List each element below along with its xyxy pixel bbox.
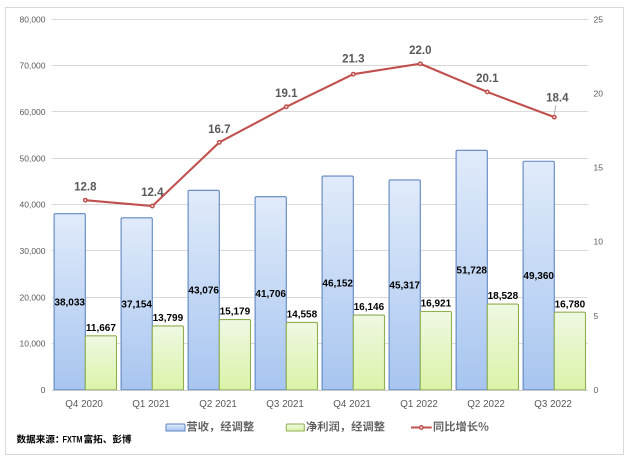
- svg-text:16,780: 16,780: [555, 299, 586, 310]
- svg-text:Q1 2022: Q1 2022: [400, 399, 438, 410]
- svg-text:22.0: 22.0: [409, 45, 431, 57]
- svg-text:20: 20: [594, 88, 604, 98]
- svg-text:14,558: 14,558: [287, 310, 318, 321]
- svg-text:Q4 2020: Q4 2020: [65, 399, 103, 410]
- svg-text:45,317: 45,317: [389, 280, 420, 291]
- svg-text:46,152: 46,152: [322, 279, 353, 290]
- svg-text:Q2 2021: Q2 2021: [199, 399, 237, 410]
- svg-text:50,000: 50,000: [20, 153, 46, 163]
- svg-text:16,146: 16,146: [354, 302, 385, 313]
- svg-text:0: 0: [594, 385, 599, 395]
- svg-text:5: 5: [594, 311, 599, 321]
- svg-text:15,179: 15,179: [220, 307, 251, 318]
- svg-text:18.4: 18.4: [546, 93, 569, 105]
- svg-text:0: 0: [41, 385, 46, 395]
- svg-text:Q3 2022: Q3 2022: [534, 399, 572, 410]
- svg-text:Q1 2021: Q1 2021: [132, 399, 170, 410]
- svg-text:70,000: 70,000: [20, 61, 46, 71]
- svg-text:30,000: 30,000: [20, 246, 46, 256]
- svg-text:FXTM: FXTM: [63, 435, 83, 446]
- svg-text:13,799: 13,799: [153, 313, 184, 324]
- svg-text:38,033: 38,033: [54, 297, 85, 308]
- svg-text:60,000: 60,000: [20, 107, 46, 117]
- svg-text:25: 25: [594, 14, 604, 24]
- svg-text:41,706: 41,706: [255, 289, 286, 300]
- svg-text:Q4 2021: Q4 2021: [333, 399, 371, 410]
- svg-text:18,528: 18,528: [488, 291, 519, 302]
- svg-text:12.8: 12.8: [74, 182, 97, 194]
- svg-text:20.1: 20.1: [476, 73, 499, 85]
- svg-text:Q3 2021: Q3 2021: [266, 399, 304, 410]
- svg-text:12.4: 12.4: [141, 187, 164, 199]
- svg-text:43,076: 43,076: [188, 286, 219, 297]
- svg-text:10,000: 10,000: [20, 339, 46, 349]
- svg-text:51,728: 51,728: [456, 266, 487, 277]
- svg-text:16,921: 16,921: [421, 299, 452, 310]
- svg-text:40,000: 40,000: [20, 200, 46, 210]
- svg-text:20,000: 20,000: [20, 292, 46, 302]
- svg-text:Q2 2022: Q2 2022: [467, 399, 505, 410]
- svg-text:49,360: 49,360: [523, 271, 554, 282]
- svg-text:10: 10: [594, 237, 604, 247]
- svg-text:37,154: 37,154: [121, 299, 152, 310]
- svg-text:15: 15: [594, 163, 604, 173]
- svg-text:11,667: 11,667: [86, 323, 116, 334]
- svg-text:16.7: 16.7: [208, 124, 230, 136]
- svg-text:80,000: 80,000: [20, 14, 46, 24]
- svg-text:19.1: 19.1: [275, 88, 298, 100]
- svg-text:21.3: 21.3: [342, 53, 364, 65]
